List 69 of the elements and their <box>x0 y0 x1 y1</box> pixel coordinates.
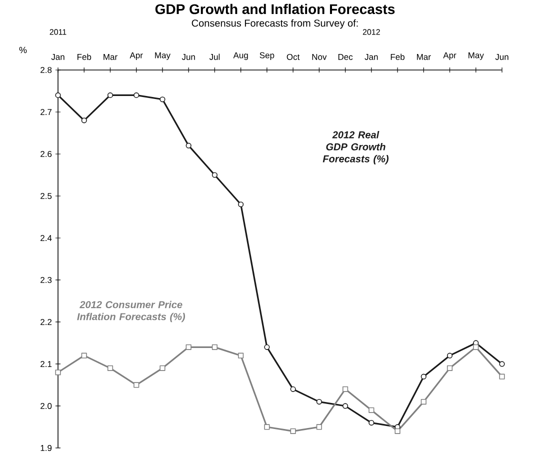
y-tick-label: 2.0 <box>40 402 52 409</box>
x-tick-label: May <box>155 52 170 60</box>
chart-subtitle: Consensus Forecasts from Survey of: <box>192 19 358 29</box>
point <box>473 344 479 350</box>
point <box>186 142 192 148</box>
point <box>446 352 453 358</box>
point <box>107 365 114 371</box>
point <box>368 407 374 413</box>
point <box>420 374 426 380</box>
y-tick-label: 2.8 <box>40 66 52 73</box>
point <box>160 96 166 102</box>
chart-title: GDP Growth and Inflation Forecasts <box>155 4 395 14</box>
x-tick-label: Jun <box>495 54 508 60</box>
point <box>290 386 296 392</box>
point <box>342 403 348 409</box>
point <box>264 424 270 430</box>
point <box>238 352 244 358</box>
x-tick-label: Feb <box>390 54 404 60</box>
x-tick-label: Aug <box>233 52 248 60</box>
x-tick-label: Jan <box>364 54 378 60</box>
text: 2012 <box>362 29 380 35</box>
point <box>394 428 400 434</box>
y-tick-label: 2.2 <box>40 319 52 325</box>
x-tick-label: Mar <box>104 54 118 60</box>
point <box>107 92 114 98</box>
x-tick-label: Apr <box>443 52 456 60</box>
x-tick-label: Sep <box>260 52 274 60</box>
point <box>212 172 218 178</box>
x-tick-label: Dec <box>338 54 353 60</box>
point <box>316 398 322 405</box>
y-tick-label: 2.1 <box>40 361 52 367</box>
x-tick-label: Nov <box>312 54 327 60</box>
y-axis-title: % <box>19 46 27 54</box>
y-tick-label: 1.9 <box>40 444 52 451</box>
point <box>81 118 87 124</box>
point <box>238 202 244 208</box>
y-tick-label: 2.4 <box>40 235 52 241</box>
point <box>316 424 322 430</box>
point <box>264 344 270 350</box>
y-tick-label: 2.3 <box>40 276 52 283</box>
x-tick-label: Jan <box>51 54 64 60</box>
x-tick-label: Apr <box>130 52 143 60</box>
point <box>499 361 505 367</box>
point <box>446 365 453 371</box>
point <box>160 365 166 371</box>
text: 2011 <box>50 29 66 35</box>
x-tick-label: May <box>468 52 484 60</box>
text: 2012 Real GDP Growth Forecasts (%) <box>322 131 389 164</box>
point <box>212 344 218 350</box>
point <box>134 382 140 388</box>
point <box>290 428 296 434</box>
point <box>186 344 192 350</box>
point <box>368 420 374 426</box>
point <box>55 92 61 98</box>
x-tick-label: Mar <box>417 54 431 60</box>
y-tick-label: 2.5 <box>40 192 52 199</box>
point <box>420 398 426 405</box>
point <box>55 370 61 376</box>
point <box>134 92 140 98</box>
point <box>499 374 505 380</box>
point <box>342 386 348 392</box>
text: 2012 Consumer Price Inflation Forecasts (%) <box>77 300 186 322</box>
point <box>81 352 87 358</box>
x-tick-label: Oct <box>286 54 300 60</box>
y-tick-label: 2.6 <box>40 150 52 157</box>
x-tick-label: Jul <box>209 54 220 60</box>
x-tick-label: Feb <box>77 54 92 60</box>
y-tick-label: 2.7 <box>40 109 52 115</box>
x-tick-label: Jun <box>182 54 195 60</box>
